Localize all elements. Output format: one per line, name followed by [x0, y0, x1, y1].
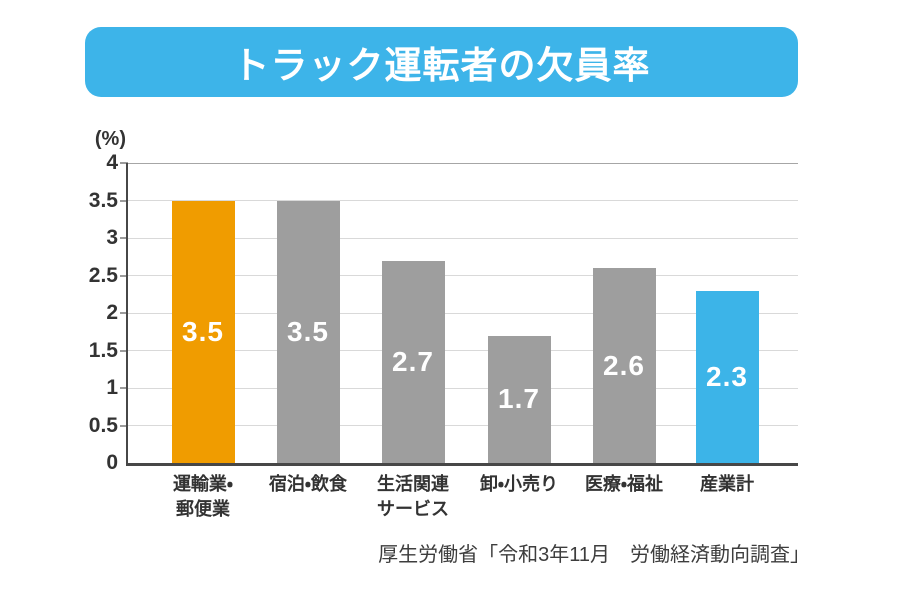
x-axis-category-label: 生活関連 サービス — [338, 472, 488, 522]
chart-title: トラック運転者の欠員率 — [232, 45, 651, 86]
bar: 2.6 — [592, 268, 656, 463]
bar: 2.3 — [695, 290, 759, 463]
y-axis-tick — [120, 237, 128, 239]
y-axis-tick-label: 1.5 — [88, 338, 118, 362]
y-axis-tick — [120, 312, 128, 314]
y-axis-tick-label: 3 — [106, 226, 118, 249]
y-axis-tick — [120, 387, 128, 389]
y-axis-tick — [120, 424, 128, 427]
y-axis-tick-label: 1 — [106, 376, 118, 399]
x-axis-category-line: 生活関連 — [377, 474, 449, 494]
y-axis-tick-label: 3.5 — [88, 188, 118, 212]
x-axis-category-line: 卸・小売り — [479, 474, 559, 494]
x-axis-category-line: サービス — [377, 499, 449, 519]
x-axis-category-line: 運輸業・ — [172, 474, 234, 494]
x-axis-category-label: 運輸業・ 郵便業 — [128, 472, 278, 522]
y-axis-tick — [120, 274, 128, 277]
y-axis-tick-label: 0 — [106, 451, 118, 474]
x-axis-category-line: 産業計 — [700, 474, 754, 494]
x-axis-category-label: 宿泊・飲食 — [233, 472, 383, 497]
y-axis-tick-label: 2.5 — [88, 263, 118, 287]
y-axis-unit-label: (%) — [94, 128, 126, 150]
x-axis-category-line: 宿泊・飲食 — [268, 474, 348, 494]
bar-value-label: 2.6 — [603, 349, 645, 381]
x-axis-category-line: 医療・福祉 — [584, 474, 664, 494]
x-axis-category-label: 卸・小売り — [444, 472, 594, 497]
x-axis-category-label: 産業計 — [652, 472, 802, 497]
bar-value-label: 3.5 — [287, 315, 329, 347]
source-citation: 厚生労働省「令和3年11月 労働経済動向調査」 — [378, 544, 810, 566]
y-axis-tick-label: 0.5 — [88, 413, 118, 437]
x-axis-category-line: 郵便業 — [176, 499, 230, 519]
x-axis-category-label: 医療・福祉 — [549, 472, 699, 497]
bar-value-label: 1.7 — [498, 383, 540, 415]
bar: 2.7 — [381, 260, 445, 463]
x-axis-line — [126, 463, 798, 466]
y-axis-tick — [120, 349, 128, 352]
bar: 1.7 — [487, 335, 551, 463]
bar-value-label: 2.7 — [392, 345, 434, 377]
bar: 3.5 — [171, 200, 235, 463]
gridline — [128, 237, 798, 239]
y-axis-tick — [120, 162, 128, 164]
gridline — [128, 162, 798, 164]
y-axis-line — [126, 163, 128, 463]
gridline — [128, 312, 798, 314]
gridline — [128, 275, 798, 276]
gridline — [128, 425, 798, 426]
gridline — [128, 350, 798, 351]
gridline — [128, 387, 798, 389]
y-axis-tick-label: 2 — [106, 301, 118, 324]
y-axis-tick — [120, 199, 128, 202]
bar-value-label: 3.5 — [182, 315, 224, 347]
y-axis-tick-label: 4 — [106, 151, 118, 174]
bar-value-label: 2.3 — [706, 360, 748, 392]
gridline — [128, 200, 798, 201]
bar: 3.5 — [276, 200, 340, 463]
chart-title-banner: トラック運転者の欠員率 — [85, 27, 798, 97]
